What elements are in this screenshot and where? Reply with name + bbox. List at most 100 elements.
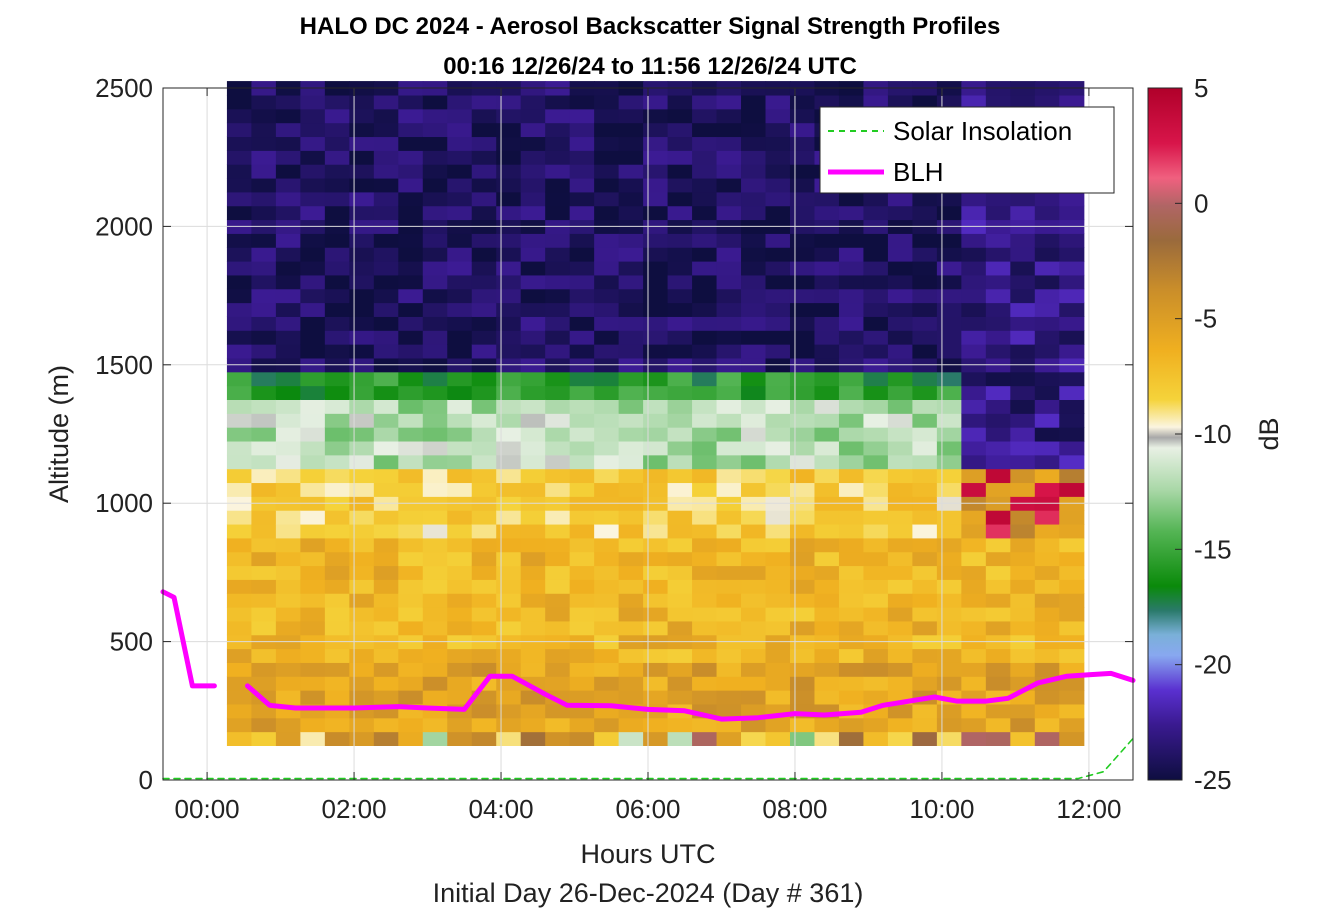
heatmap-cell <box>1034 413 1060 428</box>
heatmap-cell <box>985 648 1011 663</box>
heatmap-cell <box>447 551 473 567</box>
heatmap-cell <box>594 607 620 622</box>
heatmap-cell <box>569 205 595 221</box>
heatmap-cell <box>716 191 742 207</box>
heatmap-cell <box>496 454 522 470</box>
heatmap-cell <box>863 510 889 525</box>
heatmap-cell <box>447 94 473 110</box>
heatmap-cell <box>373 371 399 387</box>
heatmap-cell <box>912 579 938 594</box>
heatmap-cell <box>1010 440 1036 456</box>
heatmap-cell <box>300 620 326 636</box>
heatmap-cell <box>887 731 913 746</box>
heatmap-cell <box>961 205 987 221</box>
heatmap-cell <box>251 510 277 525</box>
heatmap-cell <box>936 537 962 553</box>
heatmap-cell <box>716 662 742 677</box>
heatmap-cell <box>912 607 938 622</box>
heatmap-cell <box>300 177 326 193</box>
y-tick-label: 2000 <box>95 211 153 241</box>
heatmap-cell <box>887 510 913 525</box>
heatmap-cell <box>373 330 399 345</box>
heatmap-cell <box>373 191 399 207</box>
heatmap-cell <box>692 136 718 151</box>
heatmap-cell <box>643 648 669 663</box>
heatmap-cell <box>936 593 962 608</box>
heatmap-cell <box>1010 413 1036 428</box>
heatmap-cell <box>226 523 253 539</box>
x-tick-label: 10:00 <box>909 794 974 824</box>
heatmap-cell <box>520 177 546 193</box>
heatmap-cell <box>692 316 718 331</box>
heatmap-cell <box>667 579 693 594</box>
heatmap-cell <box>520 316 546 331</box>
heatmap-cell <box>398 371 424 387</box>
heatmap-cell <box>643 717 669 733</box>
x-tick-label: 04:00 <box>468 794 533 824</box>
heatmap-cell <box>594 690 620 705</box>
heatmap-cell <box>618 177 644 193</box>
heatmap-cell <box>545 385 571 400</box>
heatmap-cell <box>226 316 253 331</box>
heatmap-cell <box>863 579 889 594</box>
heatmap-cell <box>422 607 448 622</box>
heatmap-cell <box>422 261 448 276</box>
heatmap-cell <box>912 205 938 221</box>
heatmap-cell <box>741 648 767 663</box>
heatmap-cell <box>594 523 620 539</box>
heatmap-cell <box>275 122 301 138</box>
heatmap-cell <box>398 565 424 580</box>
heatmap-cell <box>545 316 571 331</box>
heatmap-cell <box>814 233 840 248</box>
heatmap-cell <box>912 191 938 207</box>
colorbar-tick-label: -20 <box>1194 650 1232 680</box>
heatmap-cell <box>667 413 693 428</box>
heatmap-cell <box>349 371 375 387</box>
heatmap-cell <box>324 620 350 636</box>
heatmap-cell <box>863 565 889 580</box>
heatmap-cell <box>569 551 595 567</box>
heatmap-cell <box>471 371 497 387</box>
heatmap-cell <box>961 302 987 317</box>
heatmap-cell <box>985 399 1011 414</box>
heatmap-cell <box>814 274 840 290</box>
heatmap-cell <box>569 440 595 456</box>
heatmap-cell <box>422 482 448 497</box>
heatmap-cell <box>373 717 399 733</box>
heatmap-cell <box>594 440 620 456</box>
heatmap-cell <box>741 247 767 262</box>
heatmap-cell <box>1034 717 1060 733</box>
heatmap-cell <box>251 316 277 331</box>
heatmap-cell <box>912 302 938 317</box>
heatmap-cell <box>716 551 742 567</box>
heatmap-cell <box>275 205 301 221</box>
heatmap-cell <box>275 523 301 539</box>
heatmap-cell <box>838 316 865 331</box>
heatmap-cell <box>569 302 595 317</box>
heatmap-cell <box>226 330 253 345</box>
heatmap-cell <box>373 205 399 221</box>
heatmap-cell <box>838 191 865 207</box>
heatmap-cell <box>838 565 865 580</box>
heatmap-cell <box>569 316 595 331</box>
heatmap-cell <box>887 344 913 359</box>
heatmap-cell <box>569 579 595 594</box>
heatmap-cell <box>961 620 987 636</box>
heatmap-cell <box>1010 537 1036 553</box>
heatmap-cell <box>447 482 473 497</box>
heatmap-cell <box>496 233 522 248</box>
heatmap-cell <box>961 191 987 207</box>
heatmap-cell <box>275 302 301 317</box>
heatmap-cell <box>569 523 595 539</box>
heatmap-cell <box>300 690 326 705</box>
heatmap-cell <box>667 523 693 539</box>
heatmap-cell <box>765 676 791 691</box>
heatmap-cell <box>912 371 938 387</box>
heatmap-cell <box>692 565 718 580</box>
heatmap-cell <box>863 468 889 484</box>
heatmap-cell <box>789 261 816 276</box>
heatmap-cell <box>741 371 767 387</box>
heatmap-cell <box>692 731 718 746</box>
heatmap-cell <box>471 150 497 165</box>
heatmap-cell <box>667 482 693 497</box>
